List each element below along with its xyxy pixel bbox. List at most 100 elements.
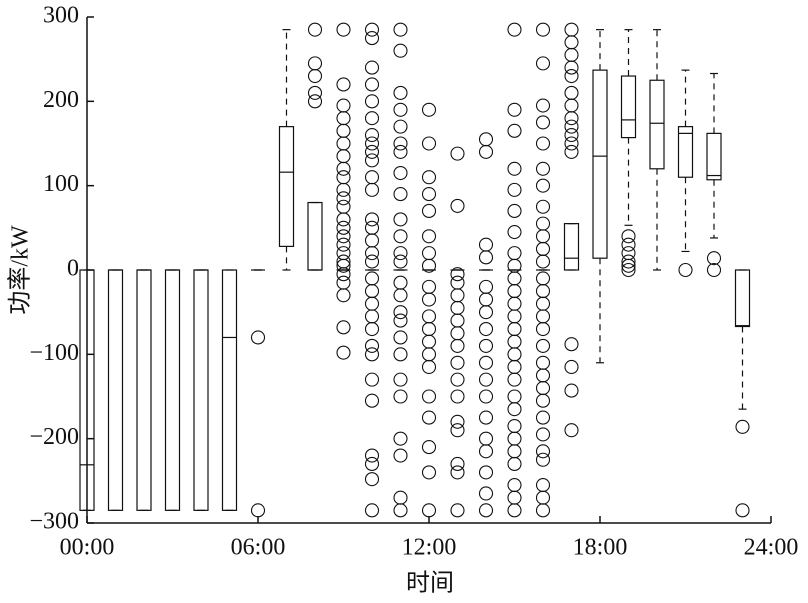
- outlier: [336, 288, 351, 303]
- outlier: [421, 321, 437, 337]
- outlier: [307, 22, 323, 37]
- outlier: [336, 258, 351, 273]
- outlier: [336, 136, 351, 151]
- outlier: [393, 144, 408, 159]
- outlier: [336, 123, 351, 138]
- outlier: [336, 212, 351, 227]
- outlier: [393, 448, 408, 463]
- outlier: [393, 22, 408, 37]
- outlier: [507, 182, 522, 197]
- outlier: [535, 216, 551, 231]
- outlier: [535, 477, 551, 493]
- outlier: [364, 246, 380, 261]
- outlier: [535, 490, 551, 505]
- outlier: [364, 393, 380, 408]
- outlier: [364, 31, 380, 46]
- outlier: [564, 128, 579, 143]
- outlier: [421, 309, 437, 324]
- outlier: [364, 338, 380, 353]
- outlier: [364, 296, 380, 311]
- outlier: [535, 393, 551, 408]
- outlier: [393, 275, 408, 290]
- outlier: [507, 102, 522, 117]
- outlier: [364, 284, 380, 299]
- y-tick-label: 200: [43, 87, 79, 113]
- outlier: [564, 359, 579, 375]
- outlier: [535, 381, 551, 396]
- outlier: [393, 136, 408, 151]
- outlier: [478, 321, 494, 337]
- outlier: [478, 372, 494, 387]
- outlier: [478, 132, 494, 147]
- outlier: [421, 440, 437, 455]
- outlier: [307, 85, 323, 100]
- outlier: [478, 431, 494, 446]
- box: [706, 132, 722, 181]
- box: [107, 269, 124, 511]
- outlier: [535, 241, 551, 256]
- outlier: [393, 490, 408, 505]
- outlier: [450, 423, 465, 438]
- outlier: [507, 431, 522, 446]
- box: [620, 75, 637, 139]
- outlier: [393, 212, 408, 227]
- outlier: [450, 372, 465, 387]
- outlier: [421, 258, 437, 273]
- outlier: [450, 456, 465, 472]
- box: [164, 269, 181, 511]
- outlier: [336, 320, 351, 335]
- outlier: [535, 271, 551, 286]
- outlier: [507, 490, 522, 505]
- outlier: [364, 60, 380, 75]
- box: [734, 269, 751, 328]
- outlier: [535, 427, 551, 442]
- outlier: [421, 246, 437, 261]
- outlier: [364, 372, 380, 387]
- outlier: [421, 279, 437, 294]
- box: [649, 79, 665, 170]
- outlier: [507, 503, 522, 518]
- outlier: [507, 161, 522, 176]
- outlier: [535, 178, 551, 193]
- outlier: [393, 254, 408, 269]
- outlier: [364, 212, 380, 227]
- outlier: [478, 465, 494, 480]
- outlier: [535, 98, 551, 113]
- outlier: [393, 313, 408, 328]
- outlier: [307, 56, 323, 71]
- outlier: [507, 284, 522, 299]
- outlier: [364, 456, 380, 472]
- x-tick-label: 06:00: [231, 535, 286, 561]
- outlier: [564, 119, 579, 134]
- outlier: [364, 111, 380, 126]
- outlier: [564, 383, 579, 398]
- outlier: [393, 305, 408, 320]
- x-tick-label: 18:00: [573, 535, 628, 561]
- outlier: [421, 136, 437, 151]
- outlier: [421, 359, 437, 375]
- outlier: [336, 161, 351, 176]
- outlier: [364, 128, 380, 143]
- outlier: [535, 309, 551, 324]
- outlier: [364, 144, 380, 159]
- outlier: [535, 355, 551, 370]
- outlier: [478, 305, 494, 320]
- outlier: [564, 35, 579, 50]
- outlier: [421, 389, 437, 404]
- outlier: [393, 503, 408, 518]
- outlier: [706, 251, 722, 266]
- outlier: [336, 77, 351, 92]
- box: [221, 269, 238, 511]
- outlier: [364, 77, 380, 92]
- outlier: [478, 237, 494, 252]
- outlier: [535, 284, 551, 299]
- outlier: [450, 465, 465, 480]
- y-axis-title: 功率/kW: [7, 225, 34, 315]
- outlier: [564, 85, 579, 100]
- outlier: [735, 503, 750, 518]
- outlier: [478, 144, 494, 159]
- x-tick-label: 24:00: [744, 535, 799, 561]
- outlier: [507, 309, 522, 324]
- outlier: [393, 347, 408, 362]
- outlier: [507, 246, 522, 261]
